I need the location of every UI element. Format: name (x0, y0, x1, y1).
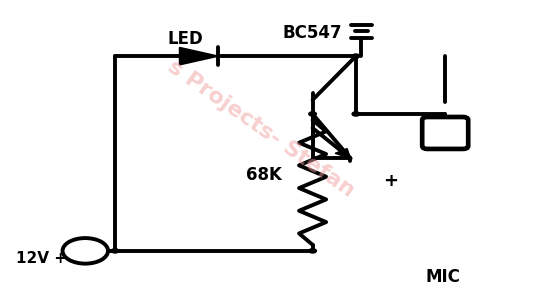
Text: BC547: BC547 (283, 24, 342, 42)
Text: 68K: 68K (246, 166, 282, 184)
Text: s Projects- Stefan: s Projects- Stefan (164, 57, 358, 201)
Polygon shape (180, 47, 219, 65)
Text: LED: LED (168, 30, 203, 49)
Circle shape (352, 112, 360, 116)
Circle shape (309, 249, 317, 253)
Circle shape (309, 112, 317, 116)
Circle shape (352, 54, 360, 58)
Text: +: + (384, 172, 399, 190)
Circle shape (112, 249, 119, 253)
Text: 12V +: 12V + (16, 251, 67, 266)
FancyBboxPatch shape (422, 117, 468, 149)
Polygon shape (335, 149, 350, 158)
Text: MIC: MIC (425, 268, 460, 286)
